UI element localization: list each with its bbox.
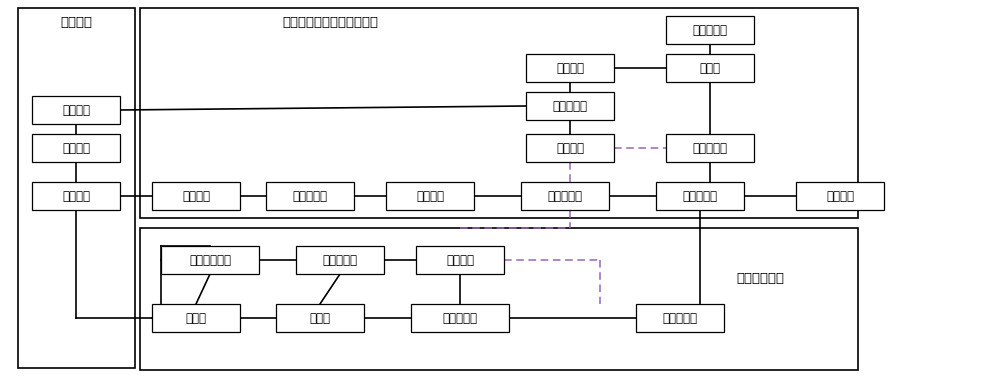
Text: 水流量计: 水流量计 bbox=[416, 189, 444, 202]
Bar bbox=[526, 134, 614, 162]
Text: 水组件及泡沫比例混合组件: 水组件及泡沫比例混合组件 bbox=[282, 16, 378, 29]
Bar bbox=[152, 182, 240, 210]
Text: 控制单元: 控制单元 bbox=[446, 253, 474, 266]
Bar bbox=[636, 304, 724, 332]
Text: 水压传感器: 水压传感器 bbox=[292, 189, 328, 202]
Bar bbox=[386, 182, 474, 210]
Bar bbox=[296, 246, 384, 274]
Bar bbox=[666, 16, 754, 44]
Bar bbox=[276, 304, 364, 332]
Text: 泡沫储液罐: 泡沫储液罐 bbox=[692, 24, 728, 37]
Bar bbox=[32, 134, 120, 162]
Bar bbox=[656, 182, 744, 210]
Text: 空压传感器: 空压传感器 bbox=[662, 312, 698, 325]
Text: 泡沫流量计: 泡沫流量计 bbox=[692, 141, 728, 155]
Bar bbox=[666, 54, 754, 82]
Text: 空气注入口: 空气注入口 bbox=[682, 189, 718, 202]
Text: 传动装置: 传动装置 bbox=[62, 189, 90, 202]
Bar bbox=[526, 54, 614, 82]
Text: 空气平衡组件: 空气平衡组件 bbox=[736, 272, 784, 285]
Text: 电气平衡阀: 电气平衡阀 bbox=[322, 253, 358, 266]
Bar bbox=[140, 8, 858, 218]
Bar bbox=[18, 8, 135, 368]
Text: 消防水泵: 消防水泵 bbox=[182, 189, 210, 202]
Text: 泡沫注入口: 泡沫注入口 bbox=[548, 189, 582, 202]
Bar bbox=[526, 92, 614, 120]
Text: 电机驱动器: 电机驱动器 bbox=[552, 99, 588, 112]
Text: 泡沫泵: 泡沫泵 bbox=[700, 61, 720, 75]
Bar bbox=[416, 246, 504, 274]
Bar bbox=[152, 304, 240, 332]
Text: 汽车引擎: 汽车引擎 bbox=[62, 141, 90, 155]
Text: 储气罐: 储气罐 bbox=[310, 312, 330, 325]
Text: 空压机: 空压机 bbox=[186, 312, 207, 325]
Bar bbox=[521, 182, 609, 210]
Text: 泡沫水枪: 泡沫水枪 bbox=[826, 189, 854, 202]
Bar bbox=[161, 246, 259, 274]
Text: 空气流量计: 空气流量计 bbox=[442, 312, 478, 325]
Text: 动力组件: 动力组件 bbox=[60, 16, 92, 29]
Text: 控制单元: 控制单元 bbox=[556, 141, 584, 155]
Bar bbox=[796, 182, 884, 210]
Text: 空压机进气阀: 空压机进气阀 bbox=[189, 253, 231, 266]
Text: 车载电源: 车载电源 bbox=[62, 104, 90, 117]
Bar bbox=[140, 228, 858, 370]
Bar bbox=[411, 304, 509, 332]
Text: 直流电机: 直流电机 bbox=[556, 61, 584, 75]
Bar bbox=[666, 134, 754, 162]
Bar bbox=[32, 96, 120, 124]
Bar bbox=[266, 182, 354, 210]
Bar bbox=[32, 182, 120, 210]
